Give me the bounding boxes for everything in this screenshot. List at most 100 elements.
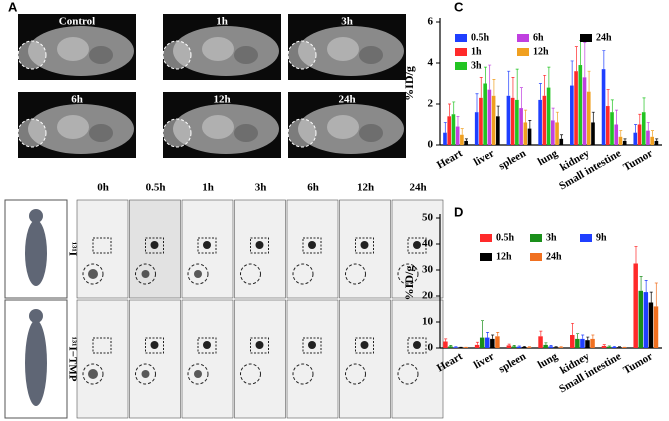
mri-organ [327,37,359,61]
error-bar [511,77,515,98]
bar [582,77,587,145]
error-bar [452,101,456,115]
bar [443,132,447,145]
y-tick-label: 40 [422,238,434,250]
legend-label: 3h [471,60,482,71]
mri-label: 6h [71,94,83,106]
bar [575,338,580,348]
bar [586,91,591,145]
uptake-spot [203,241,211,249]
legend-swatch [517,34,529,42]
legend-swatch [530,234,542,242]
error-bar [591,334,595,339]
bar [654,140,659,145]
bar [622,347,627,348]
bar [485,337,490,348]
spect-image [234,199,286,299]
roi-box [92,237,112,254]
bar [616,347,622,348]
bar [496,116,500,145]
roi-circle [82,363,104,385]
mouse-head [29,309,43,323]
bar [511,346,517,348]
mri-organ [234,46,258,64]
bar [506,345,512,348]
uptake-spot [413,341,421,349]
bar [650,136,654,145]
bar [605,106,610,145]
bar [559,138,564,145]
bar [447,116,452,145]
error-bar [634,124,638,133]
roi-circle [135,363,156,385]
roi-circle [82,263,104,285]
error-bar [443,122,447,133]
y-axis-label: %ID/g [402,66,416,101]
roi-box [145,237,164,254]
uptake-spot [360,341,369,349]
error-bar [480,320,484,338]
legend-label: 0.5h [496,232,515,243]
legend-swatch [530,253,542,261]
panel-label: A [8,0,18,14]
error-bar [576,333,580,339]
legend-swatch [455,48,467,56]
bar [463,347,468,348]
bar [622,140,627,145]
legend-swatch [480,234,492,242]
legend-swatch [455,62,467,70]
bar [618,136,623,145]
error-bar [486,332,490,338]
y-axis-label: %ID/g [402,266,416,301]
row-label: ¹³¹I−TMP [66,337,78,382]
time-label: 0h [97,182,109,194]
error-bar [460,128,464,135]
uptake-spot [150,341,159,349]
error-bar [570,60,574,86]
bar [451,114,456,145]
y-tick-label: 20 [422,290,434,302]
y-tick-label: 0 [428,139,434,151]
roi-box [407,337,427,354]
error-bar [464,138,468,141]
bar [543,344,548,348]
roi-circle [187,263,209,285]
uptake-spot [255,241,264,249]
bar [464,140,468,145]
bar [546,87,551,145]
error-bar [522,346,526,347]
error-bar [639,276,643,291]
x-tick-label: spleen [497,147,528,172]
roi-circle [345,263,366,285]
legend-swatch [480,253,492,261]
error-bar [483,66,487,84]
uptake-spot [194,270,202,278]
uptake-spot [203,341,211,349]
time-label: 3h [255,182,267,194]
error-bar [543,74,547,96]
error-bar [579,40,583,66]
bar [487,89,492,145]
error-bar [475,93,479,113]
error-bar [554,346,558,348]
spect-image [286,299,339,419]
roi-circle [135,263,156,285]
error-bar [549,345,553,347]
mouse-body [25,320,47,406]
y-tick-label: 2 [428,98,434,110]
bar [490,338,495,348]
legend-swatch [517,48,529,56]
roi-circle [187,363,209,385]
error-bar [544,342,548,345]
tumor-outline [162,118,192,148]
bar [506,95,511,145]
tumor-outline [162,40,192,70]
spect-image [76,199,129,299]
bar [495,336,500,348]
error-bar [507,70,511,96]
error-bar [559,346,563,348]
roi-box [355,337,374,354]
bar [538,336,543,348]
error-bar [634,246,638,264]
uptake-spot [194,370,202,378]
